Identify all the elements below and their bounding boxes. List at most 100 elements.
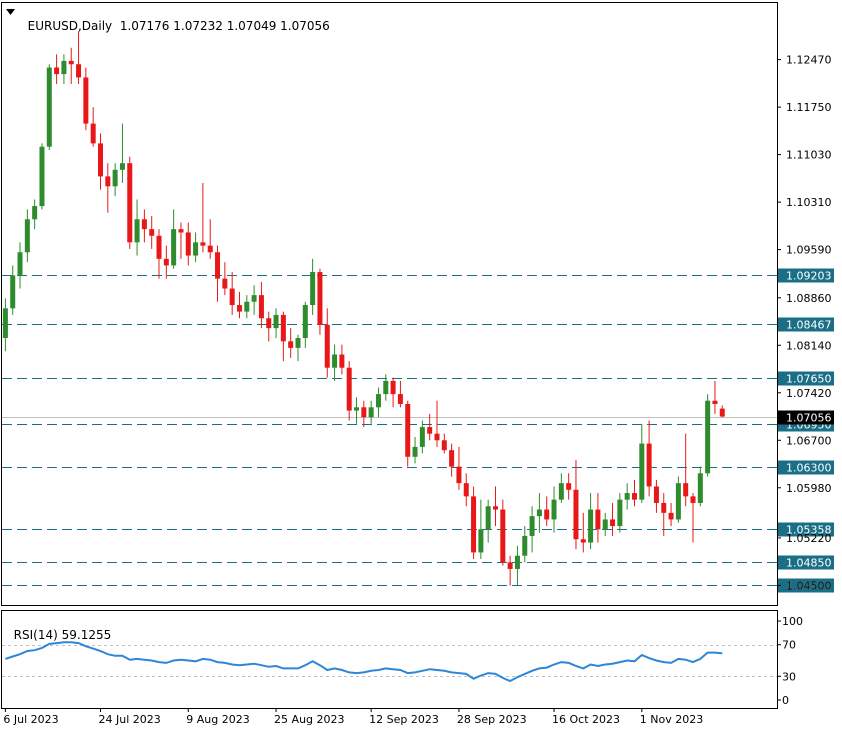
candle-body-bull — [251, 295, 257, 302]
candle-body-bear — [595, 509, 601, 530]
high-value: 1.07232 — [173, 19, 223, 33]
candle-body-bull — [412, 446, 418, 457]
candle-body-bull — [558, 483, 564, 500]
candle-body-bull — [32, 206, 38, 220]
candle-body-bull — [61, 60, 67, 75]
level-label: 1.04500 — [786, 580, 832, 593]
candle-body-bear — [566, 483, 572, 490]
rsi-tick-label: 30 — [782, 670, 796, 683]
candle-body-bear — [156, 235, 162, 259]
candle-body-bear — [76, 64, 82, 78]
candle-body-bear — [127, 163, 133, 243]
price-tick-label: 1.12470 — [786, 54, 832, 67]
level-label-box — [778, 460, 834, 475]
level-label: 1.09203 — [786, 270, 832, 283]
level-label: 1.07650 — [786, 373, 832, 386]
candle-body-bear — [397, 394, 403, 404]
candle-body-bear — [646, 443, 652, 487]
level-label-box — [778, 317, 834, 332]
candle-body-bear — [580, 539, 586, 543]
candle-body-bear — [661, 502, 667, 513]
candle-body-bear — [390, 380, 396, 395]
price-tick-label: 1.06700 — [786, 434, 832, 447]
candle-body-bear — [288, 341, 294, 348]
level-label: 1.06300 — [786, 462, 832, 475]
candle-body-bear — [683, 483, 689, 497]
candle-body-bear — [631, 493, 637, 500]
candle-body-bull — [617, 499, 623, 527]
rsi-panel-frame — [1, 610, 778, 709]
candle-body-bear — [178, 229, 184, 233]
candle-body-bear — [507, 562, 513, 569]
close-value: 1.07056 — [280, 19, 330, 33]
time-tick-label: 16 Oct 2023 — [552, 713, 620, 726]
level-label-box — [778, 371, 834, 386]
candle-body-bull — [675, 483, 681, 520]
candle-body-bear — [200, 242, 206, 246]
open-value: 1.07176 — [119, 19, 170, 33]
support-resistance-levels: 1.092031.084671.076501.069501.063001.053… — [2, 268, 834, 593]
candle-body-bull — [368, 407, 374, 418]
rsi-header: RSI(14) 59.1255 — [6, 614, 112, 642]
candle-body-bull — [310, 272, 316, 306]
candle-body-bull — [244, 301, 250, 312]
level-label: 1.05358 — [786, 524, 832, 537]
price-tick-label: 1.05980 — [786, 482, 832, 495]
level-label: 1.08467 — [786, 319, 832, 332]
time-tick-label: 9 Aug 2023 — [186, 713, 249, 726]
rsi-tick-label: 0 — [782, 694, 789, 707]
candle-body-bear — [236, 305, 242, 312]
candle-body-bear — [68, 60, 74, 65]
level-label-box — [778, 555, 834, 570]
price-tick-label: 1.11030 — [786, 149, 832, 162]
level-label-box — [778, 522, 834, 537]
candle-body-bear — [441, 440, 447, 451]
candle-body-bear — [266, 318, 272, 329]
candlestick-series — [2, 31, 725, 586]
candle-body-bull — [193, 242, 199, 256]
candle-body-bull — [602, 519, 608, 530]
candle-body-bear — [712, 400, 718, 404]
candle-body-bear — [719, 408, 725, 417]
candle-body-bull — [624, 493, 630, 500]
time-tick-label: 6 Jul 2023 — [3, 713, 58, 726]
price-axis: 1.12470 1.11750 1.11030 1.10310 1.09590 1.088… — [777, 54, 832, 592]
candle-body-bear — [105, 176, 111, 187]
candle-body-bear — [97, 143, 103, 177]
candle-body-bear — [185, 232, 191, 256]
candle-body-bull — [46, 67, 52, 147]
candle-body-bear — [90, 123, 96, 144]
candle-body-bear — [317, 272, 323, 325]
candle-body-bull — [10, 275, 16, 309]
candle-body-bear — [339, 354, 345, 368]
candle-body-bull — [514, 555, 520, 569]
candle-body-bear — [471, 496, 477, 553]
symbol-label: EURUSD,Daily — [27, 19, 113, 33]
candle-body-bear — [229, 288, 235, 306]
candle-body-bull — [39, 146, 45, 207]
candle-body-bear — [653, 486, 659, 503]
candle-body-bear — [573, 489, 579, 540]
candle-body-bull — [419, 427, 425, 447]
candle-body-bull — [354, 407, 360, 411]
time-tick-label: 24 Jul 2023 — [98, 713, 160, 726]
rsi-panel: 100 70 30 0 — [2, 615, 803, 707]
price-tick-label: 1.11750 — [786, 101, 832, 114]
rsi-label: RSI(14) — [13, 628, 58, 642]
candle-body-bear — [668, 512, 674, 520]
candle-body-bull — [551, 499, 557, 520]
candle-body-bull — [273, 314, 279, 329]
candle-body-bull — [17, 252, 23, 276]
collapse-triangle-icon[interactable] — [6, 9, 15, 15]
level-label-box — [778, 578, 834, 593]
candle-body-bull — [302, 305, 308, 339]
candle-body-bear — [280, 314, 286, 342]
price-tick-label: 1.07420 — [786, 387, 832, 400]
candle-body-bull — [375, 394, 381, 408]
candle-body-bear — [361, 407, 367, 418]
candle-body-bull — [383, 380, 389, 395]
rsi-value: 59.1255 — [61, 628, 112, 642]
candle-body-bear — [493, 506, 499, 510]
candle-body-bear — [163, 258, 169, 266]
